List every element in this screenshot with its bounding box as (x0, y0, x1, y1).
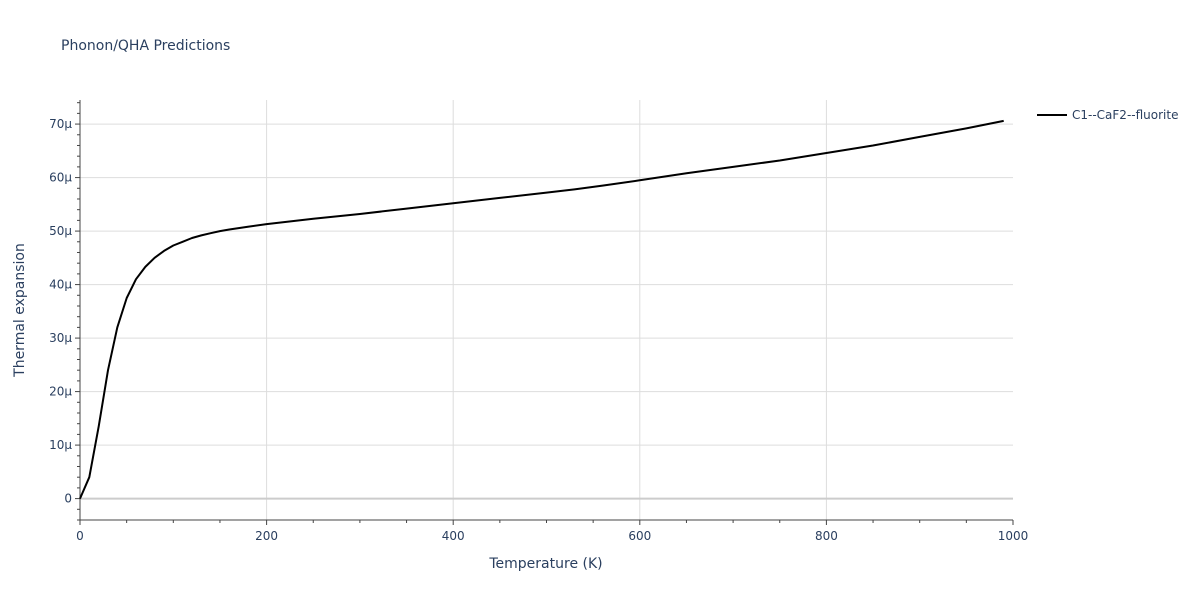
x-axis-title: Temperature (K) (488, 556, 602, 572)
series-line (79, 119, 1004, 499)
x-tick-label: 600 (628, 529, 651, 543)
x-tick-label: 0 (76, 529, 84, 543)
y-tick-label: 40μ (49, 278, 72, 292)
y-tick-label: 30μ (49, 331, 72, 345)
gridlines (80, 100, 1013, 520)
y-tick-label: 20μ (49, 385, 72, 399)
y-tick-label: 60μ (49, 171, 72, 185)
legend-label: C1--CaF2--fluorite (1072, 108, 1178, 122)
x-tick-label: 200 (255, 529, 278, 543)
x-tick-label: 800 (815, 529, 838, 543)
axes (79, 100, 1013, 521)
x-axis-ticks: 0 200 400 600 800 1000 (76, 520, 1028, 543)
y-tick-label: 0 (64, 492, 72, 506)
y-tick-label: 70μ (49, 117, 72, 131)
y-axis-title: Thermal expansion (12, 243, 28, 378)
chart-title: Phonon/QHA Predictions (61, 38, 230, 54)
y-tick-label: 50μ (49, 224, 72, 238)
x-tick-label: 1000 (998, 529, 1029, 543)
legend[interactable]: C1--CaF2--fluorite (1037, 108, 1178, 122)
x-tick-label: 400 (442, 529, 465, 543)
series-layer (79, 119, 1004, 499)
y-axis-ticks: 0 10μ 20μ 30μ 40μ 50μ 60μ 70μ (49, 102, 80, 521)
y-tick-label: 10μ (49, 438, 72, 452)
